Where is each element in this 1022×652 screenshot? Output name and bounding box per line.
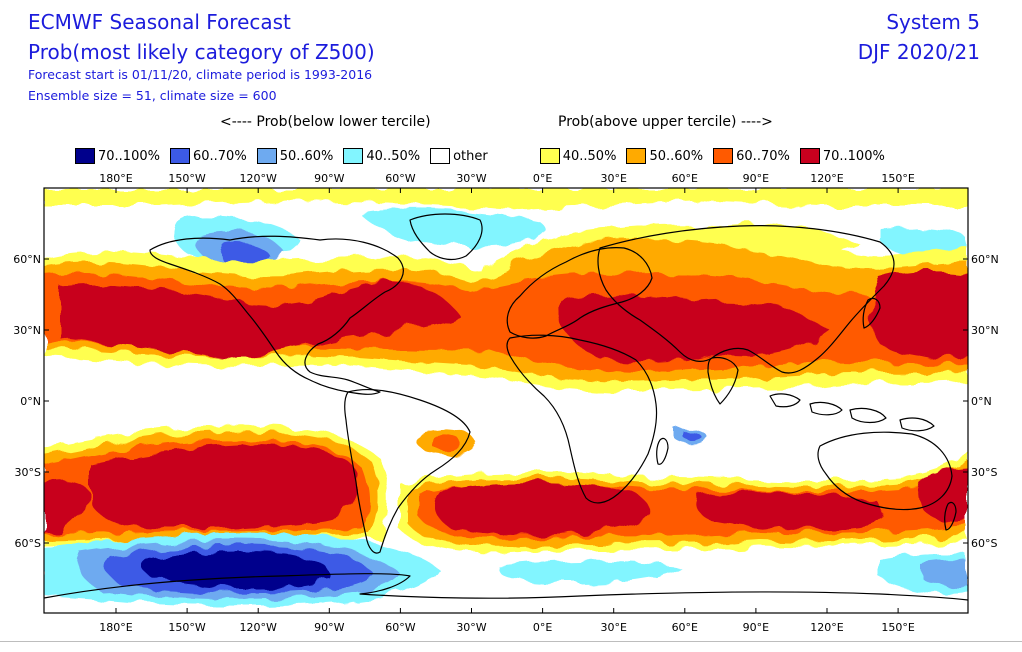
longitude-label: 60°W — [385, 172, 415, 185]
forecast-start-info: Forecast start is 01/11/20, climate peri… — [28, 67, 373, 82]
longitude-label: 30°W — [456, 621, 486, 634]
legend-swatch — [430, 148, 451, 164]
longitude-label: 150°W — [168, 172, 205, 185]
latitude-label: 60°S — [15, 537, 41, 550]
longitude-label: 90°W — [314, 621, 344, 634]
legend-item: 60..70% — [713, 148, 790, 164]
longitude-label: 150°W — [168, 621, 205, 634]
latitude-label: 30°S — [15, 466, 41, 479]
coastlines — [44, 213, 968, 601]
system-label: System 5 — [886, 10, 980, 34]
above-tercile-caption: Prob(above upper tercile) ----> — [558, 114, 773, 130]
latitude-label: 60°S — [971, 537, 997, 550]
legend-item: 70..100% — [75, 148, 160, 164]
below-tercile-caption: <---- Prob(below lower tercile) — [220, 114, 431, 130]
longitude-label: 60°W — [385, 621, 415, 634]
longitude-label: 180°E — [99, 621, 132, 634]
legend-item: other — [430, 148, 488, 164]
season-label: DJF 2020/21 — [857, 40, 980, 64]
legend-swatch — [256, 148, 277, 164]
longitude-label: 120°W — [240, 172, 277, 185]
legend-label: 40..50% — [562, 148, 617, 164]
latitude-labels-right: 60°N 30°N 0°N 30°S 60°S — [971, 253, 999, 550]
latitude-label: 30°N — [13, 324, 41, 337]
longitude-label: 0°E — [533, 172, 552, 185]
legend-swatch — [75, 148, 95, 164]
longitude-label: 120°E — [810, 172, 843, 185]
legend-label: 50..60% — [649, 148, 704, 164]
probability-field — [44, 188, 968, 607]
latitude-label: 30°S — [971, 466, 997, 479]
latitude-label: 0°N — [971, 395, 992, 408]
longitude-label: 150°E — [881, 621, 914, 634]
legend-label: 50..60% — [279, 148, 334, 164]
legend-swatch — [713, 148, 734, 164]
map-title: ECMWF Seasonal Forecast — [28, 10, 291, 34]
legend-label: 60..70% — [192, 148, 247, 164]
legend-item: 50..60% — [626, 148, 703, 164]
legend-label: 70..100% — [822, 148, 885, 164]
legend-swatch — [169, 148, 190, 164]
legend-label: 40..50% — [366, 148, 421, 164]
legend-item: 40..50% — [343, 148, 420, 164]
color-legend: 70..100% 60..70% 50..60% 40..50% other 40..50… — [75, 146, 895, 166]
legend-item: 70..100% — [799, 148, 885, 164]
longitude-label: 180°E — [99, 172, 132, 185]
latitude-label: 0°N — [20, 395, 41, 408]
longitude-label: 30°W — [456, 172, 486, 185]
legend-item: 50..60% — [256, 148, 334, 164]
longitude-labels-top: 180°E 150°W 120°W 90°W 60°W 30°W 0°E 30°E 60°E 90… — [99, 172, 915, 185]
longitude-label: 90°E — [743, 172, 769, 185]
longitude-label: 120°W — [240, 621, 277, 634]
longitude-label: 90°E — [743, 621, 769, 634]
legend-swatch — [343, 148, 364, 164]
graticule-ticks — [44, 188, 968, 613]
longitude-labels-bottom: 180°E 150°W 120°W 90°W 60°W 30°W 0°E 30°E 60°E 90… — [99, 621, 915, 634]
map-subtitle: Prob(most likely category of Z500) — [28, 40, 375, 64]
longitude-label: 30°E — [600, 621, 626, 634]
longitude-label: 150°E — [881, 172, 914, 185]
legend-label: 60..70% — [736, 148, 790, 164]
legend-item: 60..70% — [169, 148, 247, 164]
legend-item: 40..50% — [539, 148, 617, 164]
legend-swatch — [626, 148, 647, 164]
longitude-label: 120°E — [810, 621, 843, 634]
longitude-label: 60°E — [672, 172, 698, 185]
bottom-divider — [0, 641, 1022, 642]
latitude-labels-left: 60°N 30°N 0°N 30°S 60°S — [13, 253, 41, 550]
latitude-label: 60°N — [971, 253, 999, 266]
latitude-label: 60°N — [13, 253, 41, 266]
ensemble-size-info: Ensemble size = 51, climate size = 600 — [28, 88, 277, 103]
legend-swatch — [799, 148, 820, 164]
latitude-label: 30°N — [971, 324, 999, 337]
legend-swatch — [539, 148, 560, 164]
legend-label: other — [453, 148, 488, 164]
longitude-label: 90°W — [314, 172, 344, 185]
longitude-label: 60°E — [672, 621, 698, 634]
longitude-label: 30°E — [600, 172, 626, 185]
longitude-label: 0°E — [533, 621, 552, 634]
legend-label: 70..100% — [98, 148, 160, 164]
